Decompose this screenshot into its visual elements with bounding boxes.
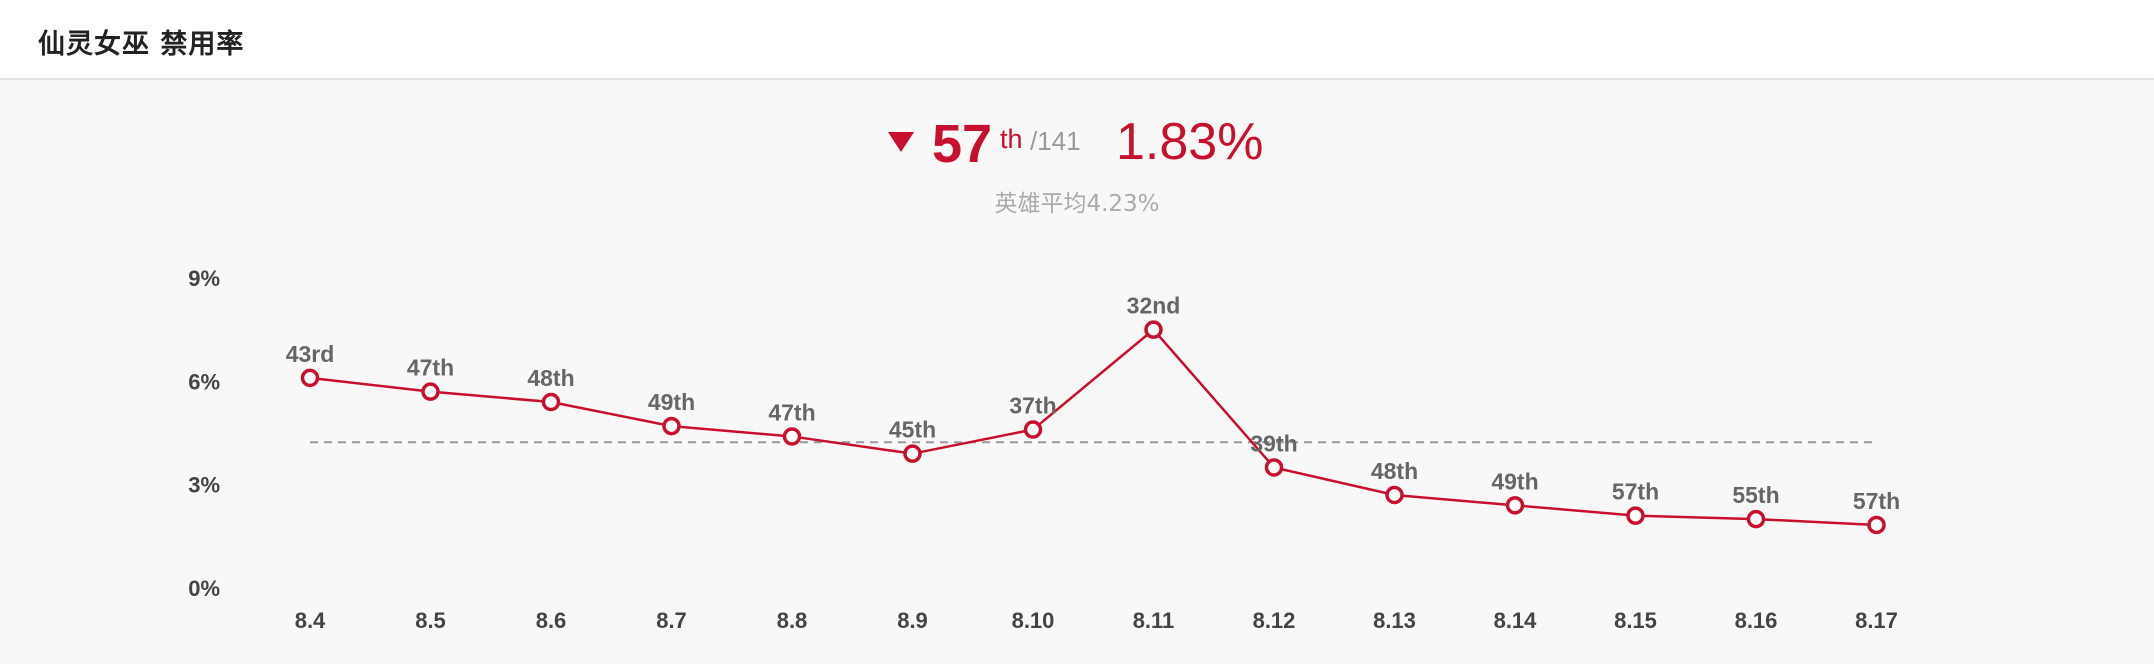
data-point xyxy=(541,392,561,412)
average-value: 4.23% xyxy=(1086,191,1160,217)
y-tick-label: 9% xyxy=(188,266,220,291)
data-point xyxy=(300,368,320,388)
data-label: 57th xyxy=(1612,479,1659,505)
data-label: 47th xyxy=(407,355,454,381)
x-tick-label: 8.12 xyxy=(1253,608,1296,633)
x-tick-label: 8.8 xyxy=(777,608,808,633)
x-tick-label: 8.17 xyxy=(1855,608,1898,633)
page-header: 仙灵女巫 禁用率 xyxy=(0,0,2154,80)
rank-total: /141 xyxy=(1030,126,1081,156)
data-label: 49th xyxy=(648,389,695,415)
data-point xyxy=(782,427,802,446)
average-label: 英雄平均 xyxy=(994,191,1087,217)
data-label: 49th xyxy=(1491,468,1538,494)
data-label: 43rd xyxy=(286,341,335,367)
data-label: 32nd xyxy=(1127,293,1181,319)
data-label: 37th xyxy=(1009,393,1056,419)
data-point xyxy=(903,444,922,463)
data-point xyxy=(1746,509,1766,529)
x-tick-label: 8.11 xyxy=(1133,608,1175,633)
data-point xyxy=(1144,320,1163,339)
data-label: 39th xyxy=(1250,430,1297,456)
data-point xyxy=(1626,506,1645,525)
data-point xyxy=(1023,420,1043,439)
y-tick-label: 3% xyxy=(188,473,220,498)
data-point xyxy=(1264,458,1284,477)
y-tick-label: 6% xyxy=(188,369,220,394)
x-tick-label: 8.16 xyxy=(1735,608,1778,633)
data-point xyxy=(421,382,440,401)
x-tick-label: 8.7 xyxy=(656,608,687,633)
data-point xyxy=(1505,496,1525,515)
x-tick-label: 8.4 xyxy=(295,608,326,633)
data-label: 55th xyxy=(1732,482,1779,508)
hero-average: 英雄平均4.23% xyxy=(0,184,2154,218)
ban-rate-value: 1.83% xyxy=(1116,113,1264,171)
y-tick-label: 0% xyxy=(188,576,220,601)
x-tick-label: 8.6 xyxy=(536,608,567,633)
triangle-down-icon xyxy=(888,132,914,152)
x-tick-label: 8.15 xyxy=(1614,608,1657,633)
data-point xyxy=(662,416,681,436)
data-point xyxy=(1867,515,1886,535)
x-tick-label: 8.14 xyxy=(1494,608,1538,633)
x-tick-label: 8.5 xyxy=(415,608,446,633)
series-line xyxy=(309,327,1877,527)
rank-number: 57 xyxy=(932,114,993,174)
data-label: 48th xyxy=(527,365,574,391)
data-label: 57th xyxy=(1853,488,1900,514)
data-point xyxy=(1385,485,1404,505)
data-label: 45th xyxy=(889,417,936,443)
ban-rate-summary: 57 th /141 1.83% xyxy=(0,108,2154,178)
data-label: 48th xyxy=(1371,458,1418,484)
data-label: 47th xyxy=(768,399,815,425)
page-title: 仙灵女巫 禁用率 xyxy=(38,29,245,60)
rank-suffix: th xyxy=(1000,124,1023,154)
x-tick-label: 8.9 xyxy=(897,608,928,633)
x-tick-label: 8.10 xyxy=(1012,608,1055,633)
x-tick-label: 8.13 xyxy=(1373,608,1416,633)
